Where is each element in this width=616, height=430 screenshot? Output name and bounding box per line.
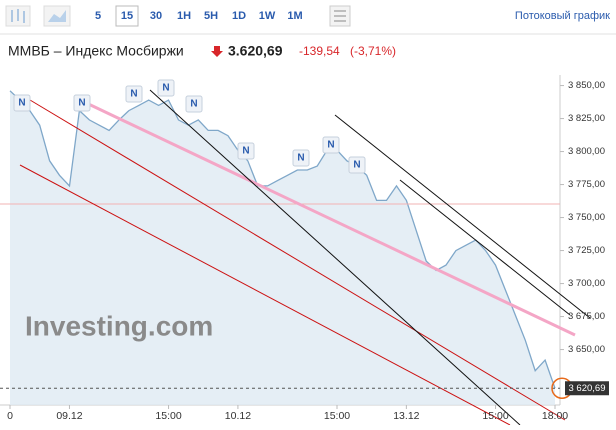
black-channel xyxy=(149,89,521,426)
y-tick-label: 3 650,00 xyxy=(568,344,605,355)
period-button[interactable]: 1D xyxy=(232,10,246,22)
period-button[interactable]: 30 xyxy=(150,10,162,22)
x-tick-label: 18:00 xyxy=(542,410,568,422)
x-tick-label: 15:00 xyxy=(324,410,350,422)
last-price-box xyxy=(565,381,609,396)
y-tick-label: 3 850,00 xyxy=(568,80,605,91)
period-button[interactable]: 5 xyxy=(95,10,101,22)
news-marker[interactable] xyxy=(125,85,143,103)
price: 3.620,69 xyxy=(228,43,283,59)
news-label[interactable]: N xyxy=(353,160,360,171)
y-tick-label: 3 750,00 xyxy=(568,212,605,223)
drawings xyxy=(0,89,591,426)
news-marker[interactable] xyxy=(348,156,366,174)
x-tick-label: 0 xyxy=(7,410,13,422)
chart-type-icons[interactable] xyxy=(5,5,351,27)
news-label[interactable]: N xyxy=(78,98,85,109)
red-channel xyxy=(29,99,566,421)
x-tick-label: 15:00 xyxy=(482,410,508,422)
news-label[interactable]: N xyxy=(18,98,25,109)
y-tick-label: 3 700,00 xyxy=(568,278,605,289)
news-marker[interactable] xyxy=(13,94,31,112)
x-tick-label: 15:00 xyxy=(155,410,181,422)
news-label[interactable]: N xyxy=(130,89,137,100)
stream-link[interactable]: Потоковый график xyxy=(515,10,610,22)
news-label[interactable]: N xyxy=(190,99,197,110)
y-tick-label: 3 775,00 xyxy=(568,179,605,190)
x-tick-label: 10.12 xyxy=(225,410,251,422)
news-label[interactable]: N xyxy=(327,140,334,151)
news-marker[interactable] xyxy=(73,94,91,112)
y-tick-label: 3 800,00 xyxy=(568,146,605,157)
news-label[interactable]: N xyxy=(162,83,169,94)
down-arrow xyxy=(211,46,223,57)
black-channel xyxy=(334,114,591,319)
active-period[interactable] xyxy=(115,5,139,27)
news-marker[interactable] xyxy=(322,136,340,154)
period-button[interactable]: 5H xyxy=(204,10,218,22)
x-tick-label: 09.12 xyxy=(56,410,82,422)
news-label[interactable]: N xyxy=(242,146,249,157)
period-button[interactable]: 15 xyxy=(121,10,133,22)
watermark: Investing.com xyxy=(25,310,213,341)
black-channel xyxy=(399,179,571,316)
y-tick-label: 3 825,00 xyxy=(568,113,605,124)
red-channel xyxy=(19,164,511,426)
news-label[interactable]: N xyxy=(297,153,304,164)
news-marker[interactable] xyxy=(237,142,255,160)
x-tick-label: 13.12 xyxy=(393,410,419,422)
period-button[interactable]: 1M xyxy=(287,10,302,22)
index-name: ММВБ – Индекс Мосбиржи xyxy=(8,43,184,59)
news-marker[interactable] xyxy=(292,149,310,167)
y-tick-label: 3 675,00 xyxy=(568,311,605,322)
change-pct: (-3,71%) xyxy=(350,44,396,58)
news-marker[interactable] xyxy=(185,95,203,113)
plot xyxy=(9,90,556,406)
toolbar xyxy=(0,0,616,34)
change: -139,54 xyxy=(299,44,340,58)
last-price-label: 3 620,69 xyxy=(569,383,606,394)
news-marker[interactable] xyxy=(157,79,175,97)
price-line xyxy=(9,90,556,389)
y-tick-label: 3 725,00 xyxy=(568,245,605,256)
pink-trendline xyxy=(79,98,576,337)
area-glyph xyxy=(48,10,66,22)
area xyxy=(10,90,555,406)
period-button[interactable]: 1H xyxy=(177,10,191,22)
period-button[interactable]: 1W xyxy=(259,10,276,22)
